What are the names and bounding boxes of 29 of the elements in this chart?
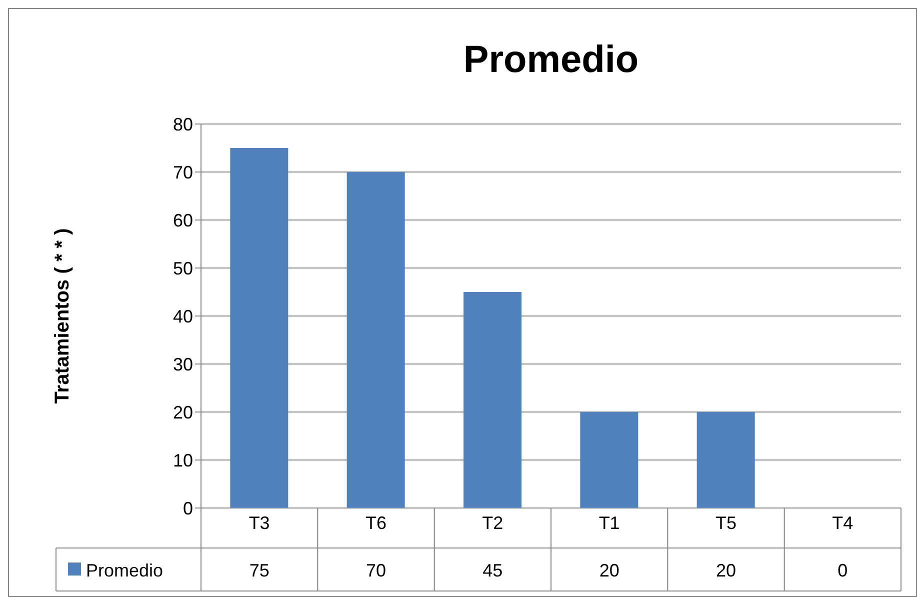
x-tick-label: T6	[365, 512, 387, 533]
y-tick-label: 40	[172, 306, 193, 326]
y-tick-label: 0	[182, 498, 193, 518]
legend-label: Promedio	[86, 560, 164, 580]
chart-title: Promedio	[462, 39, 640, 82]
bar	[580, 412, 638, 508]
data-label: 20	[599, 560, 620, 580]
data-label: 45	[482, 560, 503, 580]
x-tick-label: T3	[248, 512, 270, 533]
y-tick-label: 80	[172, 114, 193, 134]
data-label: 0	[838, 560, 848, 580]
bar	[696, 412, 755, 508]
x-tick-label: T4	[832, 512, 854, 533]
y-tick-label: 50	[172, 258, 193, 278]
bar	[346, 172, 405, 508]
bar	[464, 292, 522, 508]
x-tick-label: T1	[598, 512, 620, 533]
y-tick-label: 10	[172, 450, 193, 470]
x-tick-label: T5	[715, 512, 737, 533]
data-label: 70	[366, 560, 386, 580]
data-label: 75	[249, 560, 270, 580]
y-tick-label: 30	[172, 354, 193, 374]
y-tick-label: 60	[172, 210, 193, 230]
x-tick-label: T2	[482, 512, 504, 533]
data-label: 20	[716, 560, 736, 580]
bar	[230, 148, 288, 508]
y-tick-label: 70	[172, 162, 193, 182]
y-tick-label: 20	[172, 402, 193, 422]
y-axis-title: Tratamientos ( * * )	[52, 228, 74, 404]
